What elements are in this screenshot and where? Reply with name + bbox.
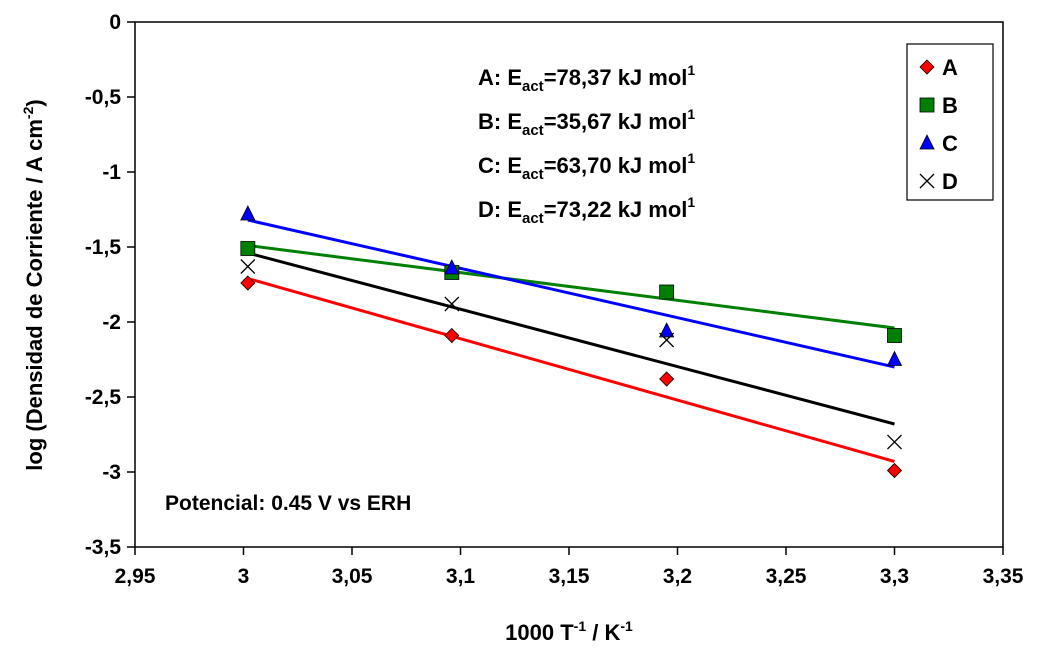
y-tick-label: -2,5 [85, 386, 122, 409]
y-tick-label: -3 [102, 461, 121, 484]
y-tick-label: 0 [109, 11, 121, 34]
data-point-a [444, 327, 460, 344]
y-tick-label: -3,5 [85, 536, 122, 559]
fit-line-b [247, 244, 895, 330]
activation-energy-annotations: A: Eact=78,37 kJ mol1 B: Eact=35,67 kJ mo… [478, 62, 695, 227]
x-tick-label: 2,95 [115, 565, 156, 588]
x-axis-label: 1000 T-1 / K-1 [505, 618, 633, 645]
legend-marker-c [919, 134, 935, 150]
data-point-b [659, 284, 675, 300]
x-axis-ticks: 2,95 3 3,05 3,1 3,15 3,2 3,25 3,3 3,35 [115, 547, 1024, 588]
fit-line-d [247, 251, 895, 426]
y-tick-label: -0,5 [85, 86, 122, 109]
data-point-a [240, 275, 256, 291]
data-point-a [659, 371, 675, 387]
data-point-c [886, 350, 903, 366]
data-point-d [659, 332, 675, 348]
legend-label-a: A [942, 55, 958, 80]
x-tick-label: 3,25 [766, 565, 807, 588]
x-tick-label: 3,05 [332, 565, 373, 588]
legend-marker-b [919, 97, 935, 113]
legend-label-d: D [942, 169, 958, 194]
activation-energy-a: A: Eact=78,37 kJ mol1 [478, 62, 695, 95]
activation-energy-d: D: Eact=73,22 kJ mol1 [478, 194, 695, 227]
data-point-b [887, 328, 902, 343]
legend-label-b: B [942, 93, 958, 118]
data-point-d [240, 259, 256, 274]
data-point-d [887, 434, 902, 450]
y-tick-label: -2 [102, 311, 121, 334]
legend-marker-a [919, 59, 935, 75]
data-markers [240, 205, 903, 479]
y-axis-label: log (Densidad de Corriente / A cm-2) [20, 99, 47, 470]
fit-line-c [247, 218, 895, 369]
data-point-b [240, 241, 256, 256]
x-tick-label: 3 [238, 565, 250, 588]
plot-area [134, 21, 1004, 548]
x-tick-label: 3,3 [880, 565, 909, 588]
legend-box [906, 43, 994, 201]
potential-annotation: Potencial: 0.45 V vs ERH [165, 492, 411, 515]
data-point-c [240, 205, 256, 221]
fit-line-a [247, 277, 895, 463]
y-axis-ticks: 0 -0,5 -1 -1,5 -2 -2,5 -3 -3,5 [85, 11, 135, 559]
data-point-d [444, 296, 460, 312]
x-tick-label: 3,15 [549, 565, 590, 588]
activation-energy-c: C: Eact=63,70 kJ mol1 [478, 150, 695, 183]
y-tick-label: -1,5 [85, 236, 122, 259]
data-point-a [886, 462, 903, 479]
x-tick-label: 3,1 [446, 565, 476, 588]
fit-lines [247, 218, 895, 463]
x-tick-label: 3,2 [663, 565, 692, 588]
activation-energy-b: B: Eact=35,67 kJ mol1 [478, 106, 695, 139]
data-point-c [444, 259, 460, 275]
data-point-c [659, 322, 675, 338]
legend-marker-d [919, 173, 935, 189]
y-tick-label: -1 [102, 161, 121, 184]
legend-label-c: C [942, 131, 958, 156]
x-tick-label: 3,35 [983, 565, 1024, 588]
